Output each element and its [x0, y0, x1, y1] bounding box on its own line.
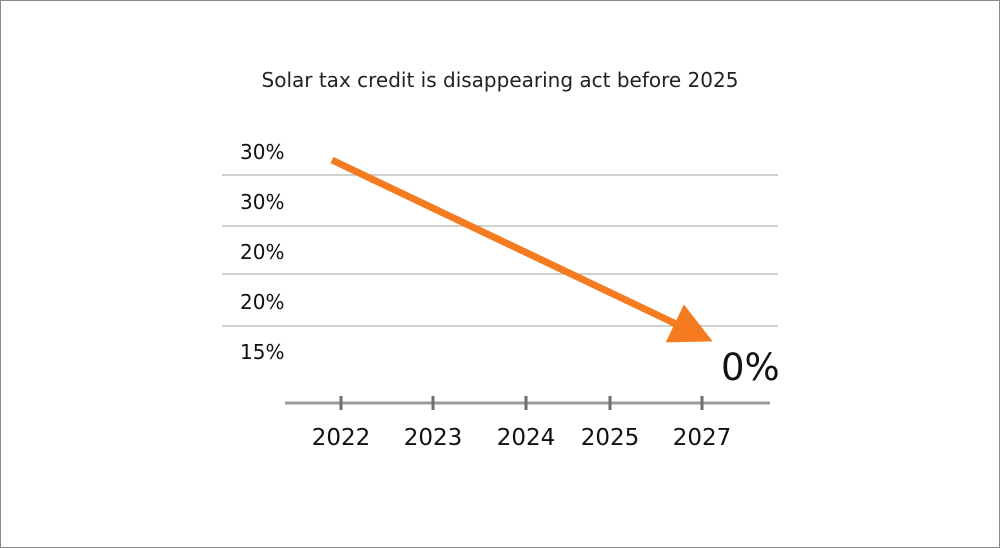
- x-tick-label: 2023: [403, 425, 463, 451]
- y-tick-label: 30%: [240, 190, 285, 214]
- x-tick-label: 2022: [311, 425, 371, 451]
- x-tick-label: 2024: [496, 425, 556, 451]
- y-tick-label: 20%: [240, 240, 285, 264]
- trend-arrow: [330, 156, 713, 343]
- y-tick-label: 15%: [240, 340, 285, 364]
- y-tick-label: 20%: [240, 290, 285, 314]
- y-tick-label: 30%: [240, 140, 285, 164]
- x-tick-label: 2025: [580, 425, 640, 451]
- end-value-label: 0%: [721, 346, 780, 389]
- chart-title: Solar tax credit is disappearing act bef…: [261, 68, 739, 92]
- x-tick-label: 2027: [672, 425, 732, 451]
